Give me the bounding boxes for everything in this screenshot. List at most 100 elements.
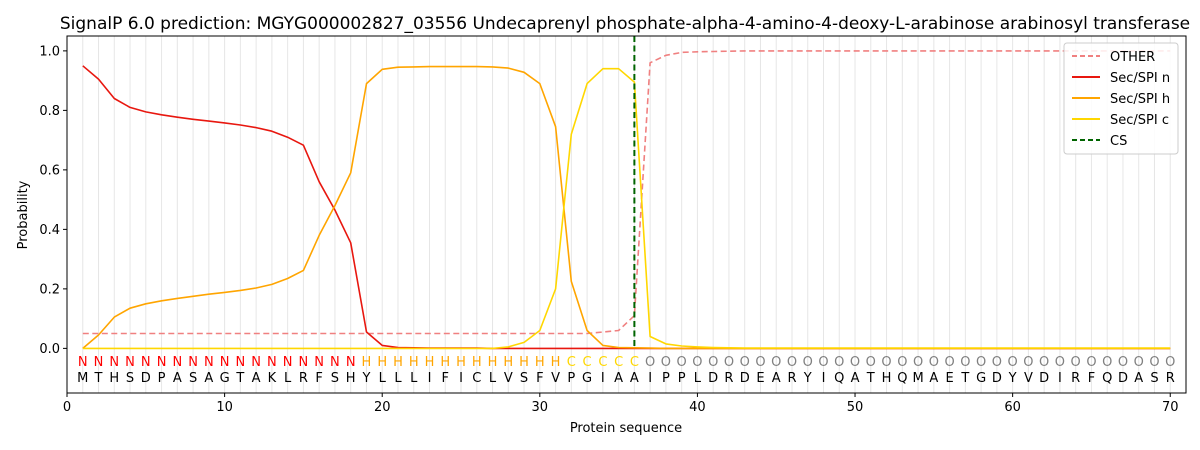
residue-label: T (960, 371, 969, 386)
region-label: O (787, 355, 797, 370)
y-tick-label: 0.6 (39, 163, 60, 178)
residue-label: G (582, 371, 592, 386)
region-label: O (1165, 355, 1175, 370)
residue-label: R (1071, 371, 1080, 386)
region-label: O (724, 355, 734, 370)
x-tick-label: 60 (1004, 400, 1021, 415)
region-label: H (440, 355, 450, 370)
region-label: O (1023, 355, 1033, 370)
region-label: O (740, 355, 750, 370)
y-tick-label: 0.2 (39, 282, 60, 297)
residue-label: Y (803, 371, 812, 386)
residue-label: I (822, 371, 826, 386)
region-label: O (708, 355, 718, 370)
region-label: O (661, 355, 671, 370)
region-label: O (1039, 355, 1049, 370)
residue-label: Y (361, 371, 370, 386)
residue-label: S (126, 371, 134, 386)
region-label: H (472, 355, 482, 370)
residue-label: S (1150, 371, 1158, 386)
residue-label: I (648, 371, 652, 386)
residue-label: H (109, 371, 119, 386)
legend-label: Sec/SPI c (1110, 113, 1169, 128)
residue-label: R (1166, 371, 1175, 386)
region-label: O (771, 355, 781, 370)
residue-label: P (662, 371, 670, 386)
y-tick-label: 0.4 (39, 223, 60, 238)
region-label: O (850, 355, 860, 370)
residue-label: V (504, 371, 513, 386)
region-label: N (346, 355, 356, 370)
region-label: O (818, 355, 828, 370)
residue-label: I (428, 371, 432, 386)
region-label: N (330, 355, 340, 370)
region-label: O (834, 355, 844, 370)
residue-label: L (379, 371, 387, 386)
x-tick-label: 40 (689, 400, 706, 415)
region-label: N (267, 355, 277, 370)
residue-label: S (189, 371, 197, 386)
region-label: O (677, 355, 687, 370)
region-label: O (645, 355, 655, 370)
region-label: H (362, 355, 372, 370)
region-label: N (235, 355, 245, 370)
plot-area: NMNTNHNSNDNPNANSNANGNTNANKNLNRNFNSNHHYHL… (77, 36, 1175, 393)
residue-label: L (694, 371, 702, 386)
residue-label: P (567, 371, 575, 386)
y-tick-label: 0.8 (39, 104, 60, 119)
region-label: N (283, 355, 293, 370)
region-label: O (1071, 355, 1081, 370)
y-tick-label: 0.0 (39, 342, 60, 357)
residue-label: S (331, 371, 339, 386)
region-label: O (976, 355, 986, 370)
region-label: N (125, 355, 135, 370)
legend-label: CS (1110, 134, 1127, 149)
residue-label: P (678, 371, 686, 386)
region-label: C (630, 355, 639, 370)
residue-label: I (459, 371, 463, 386)
residue-label: G (976, 371, 986, 386)
region-label: O (960, 355, 970, 370)
residue-label: H (346, 371, 356, 386)
region-label: O (1134, 355, 1144, 370)
series-line-1 (82, 65, 1171, 350)
x-tick-label: 0 (63, 400, 71, 415)
region-label: H (377, 355, 387, 370)
y-axis-label: Probability (16, 180, 31, 249)
residue-label: T (235, 371, 244, 386)
region-label: H (393, 355, 403, 370)
region-label: O (929, 355, 939, 370)
region-label: N (78, 355, 88, 370)
residue-label: L (410, 371, 418, 386)
region-label: C (598, 355, 607, 370)
residue-label: C (472, 371, 481, 386)
y-tick-label: 1.0 (39, 44, 60, 59)
residue-label: A (204, 371, 213, 386)
legend-label: Sec/SPI h (1110, 92, 1170, 107)
region-label: N (141, 355, 151, 370)
region-label: O (803, 355, 813, 370)
region-label: O (1118, 355, 1128, 370)
residue-label: M (77, 371, 88, 386)
residue-label: R (299, 371, 308, 386)
residue-label: A (851, 371, 860, 386)
residue-label: V (551, 371, 560, 386)
region-label: O (1149, 355, 1159, 370)
region-label: N (220, 355, 230, 370)
plot-frame (66, 35, 1187, 394)
legend-label: OTHER (1110, 50, 1155, 65)
residue-label: T (866, 371, 875, 386)
series-line-0 (82, 50, 1171, 335)
residue-label: A (252, 371, 261, 386)
residue-label: R (787, 371, 796, 386)
region-label: O (944, 355, 954, 370)
x-tick-label: 50 (847, 400, 864, 415)
region-label: N (188, 355, 198, 370)
residue-label: Y (1008, 371, 1017, 386)
residue-label: Q (834, 371, 844, 386)
region-label: O (692, 355, 702, 370)
residue-label: A (630, 371, 639, 386)
region-label: N (94, 355, 104, 370)
x-tick-label: 70 (1162, 400, 1179, 415)
residue-label: A (929, 371, 938, 386)
